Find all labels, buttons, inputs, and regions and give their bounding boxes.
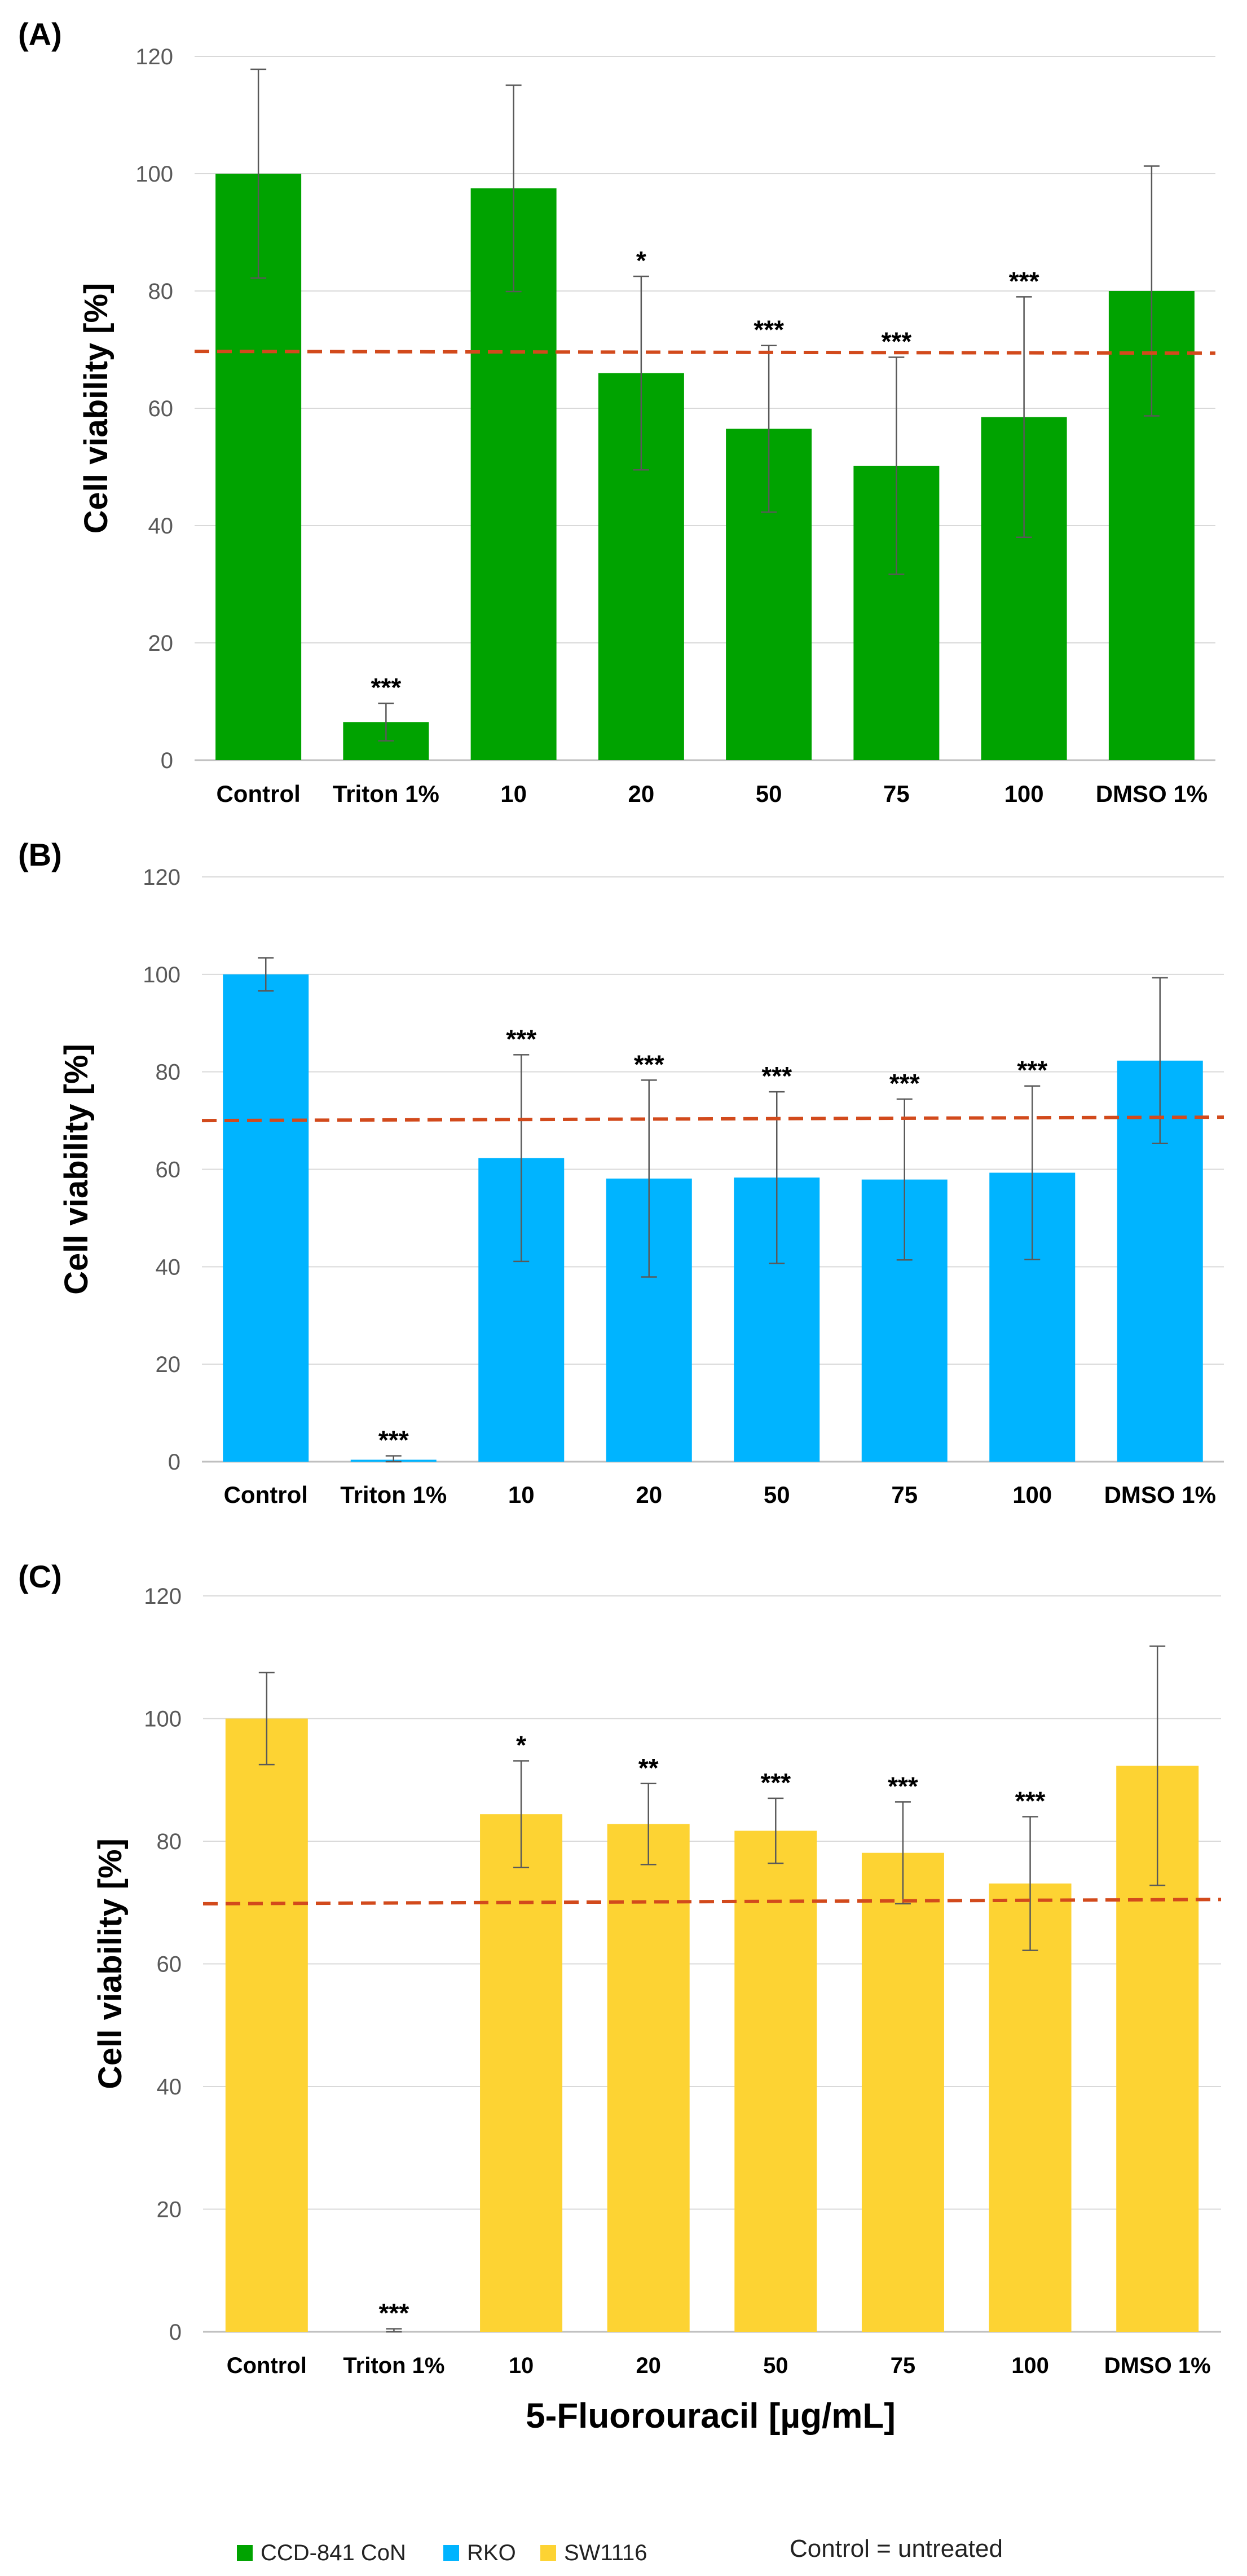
- significance-mark: ***: [889, 1069, 920, 1098]
- x-tick-label: DMSO 1%: [1104, 2353, 1211, 2378]
- legend-note: Control = untreated: [790, 2535, 1003, 2562]
- x-tick-label: DMSO 1%: [1104, 1481, 1216, 1508]
- x-tick-label: 20: [636, 1481, 662, 1508]
- x-tick-label: Control: [216, 780, 300, 807]
- x-tick-label: 50: [763, 2353, 788, 2378]
- y-tick-label: 20: [148, 631, 174, 656]
- panel-a: (A) 0 20 40 60 80 100 120 Cell viability [%] Cont…: [18, 16, 1216, 807]
- bar-75: [861, 1852, 944, 2332]
- x-tick-label: Control: [224, 1481, 308, 1508]
- x-tick-label: 75: [883, 780, 910, 807]
- significance-mark: ***: [371, 673, 402, 702]
- significance-mark: ***: [888, 1771, 918, 1801]
- y-tick-label: 60: [157, 1952, 182, 1977]
- y-tick-label: 20: [157, 2198, 182, 2222]
- x-tick-label: DMSO 1%: [1096, 780, 1208, 807]
- y-tick-label: 40: [156, 1255, 181, 1280]
- panel-label: (C): [18, 1559, 62, 1594]
- panel-label: (A): [18, 16, 62, 52]
- reference-line: [202, 1898, 1222, 1905]
- significance-mark: ***: [634, 1049, 664, 1079]
- x-tick-label: 100: [1012, 1481, 1052, 1508]
- y-tick-label: 60: [148, 396, 174, 421]
- x-tick-label: 75: [891, 2353, 916, 2378]
- y-axis-title: Cell viability [%]: [92, 1838, 129, 2089]
- y-axis-title: Cell viability [%]: [78, 283, 114, 534]
- reference-line: [194, 350, 1216, 355]
- significance-mark: ***: [1017, 1056, 1047, 1085]
- y-tick-label: 0: [168, 1450, 180, 1475]
- x-tick-label: Control: [227, 2353, 307, 2378]
- panel-label: (B): [18, 837, 62, 872]
- y-tick-label: 100: [143, 963, 180, 987]
- y-tick-label: 120: [135, 45, 173, 69]
- bar-10: [480, 1814, 563, 2332]
- y-tick-label: 40: [157, 2075, 182, 2099]
- legend-label-sw1116: SW1116: [564, 2540, 647, 2565]
- x-tick-label: 20: [628, 780, 655, 807]
- significance-mark: ***: [1015, 1787, 1046, 1816]
- x-tick-label: 75: [891, 1481, 918, 1508]
- legend-swatch-ccd-841-con: [237, 2545, 253, 2561]
- y-tick-label: 20: [156, 1352, 181, 1377]
- bar-50: [734, 1830, 817, 2332]
- x-tick-label: 10: [509, 2353, 534, 2378]
- y-tick-label: 0: [169, 2320, 182, 2345]
- significance-mark: ***: [379, 2299, 409, 2328]
- y-tick-label: 0: [161, 748, 173, 773]
- y-tick-label: 80: [148, 279, 174, 304]
- x-tick-label: 10: [508, 1481, 535, 1508]
- x-tick-label: 20: [636, 2353, 661, 2378]
- y-tick-label: 80: [157, 1829, 182, 1854]
- x-tick-label: 100: [1004, 780, 1044, 807]
- legend-label-ccd-841-con: CCD-841 CoN: [261, 2540, 406, 2565]
- legend-swatch-rko: [443, 2545, 459, 2561]
- x-tick-label: Triton 1%: [340, 1481, 447, 1508]
- significance-mark: ***: [761, 1061, 792, 1091]
- x-tick-label: Triton 1%: [343, 2353, 444, 2378]
- bar-20: [607, 1824, 690, 2332]
- legend-swatch-sw1116: [540, 2545, 556, 2561]
- y-tick-label: 40: [148, 514, 174, 539]
- y-tick-label: 100: [144, 1707, 182, 1732]
- panel-b: (B) 0 20 40 60 80 100 120 Cell viability [%] Cont…: [18, 837, 1224, 1508]
- significance-mark: *: [516, 1731, 526, 1760]
- panel-c: (C) 0 20 40 60 80 100 120 Cell viability [%] Cont…: [18, 1559, 1222, 2378]
- significance-mark: *: [636, 246, 646, 275]
- y-tick-label: 120: [144, 1584, 182, 1609]
- y-tick-label: 100: [135, 162, 173, 187]
- x-axis-title: 5-Fluorouracil [µg/mL]: [526, 2397, 896, 2436]
- significance-mark: ***: [1009, 266, 1039, 295]
- y-axis-title: Cell viability [%]: [58, 1044, 95, 1295]
- x-tick-label: 50: [756, 780, 782, 807]
- bar-control: [223, 974, 309, 1462]
- x-tick-label: 10: [500, 780, 527, 807]
- reference-line: [201, 1115, 1224, 1123]
- y-tick-label: 80: [156, 1060, 181, 1085]
- legend-label-rko: RKO: [467, 2540, 516, 2565]
- significance-mark: **: [638, 1753, 659, 1783]
- significance-mark: ***: [506, 1024, 536, 1053]
- x-tick-label: Triton 1%: [333, 780, 439, 807]
- y-tick-label: 120: [143, 865, 180, 890]
- significance-mark: ***: [760, 1768, 791, 1797]
- bar-100: [989, 1884, 1072, 2332]
- bar-control: [225, 1718, 308, 2332]
- significance-mark: ***: [754, 315, 784, 345]
- x-tick-label: 100: [1011, 2353, 1049, 2378]
- y-tick-label: 60: [156, 1158, 181, 1183]
- x-tick-label: 50: [764, 1481, 790, 1508]
- legend: CCD-841 CoN RKO SW1116 Control = untreat…: [237, 2535, 1003, 2565]
- significance-mark: ***: [378, 1426, 409, 1455]
